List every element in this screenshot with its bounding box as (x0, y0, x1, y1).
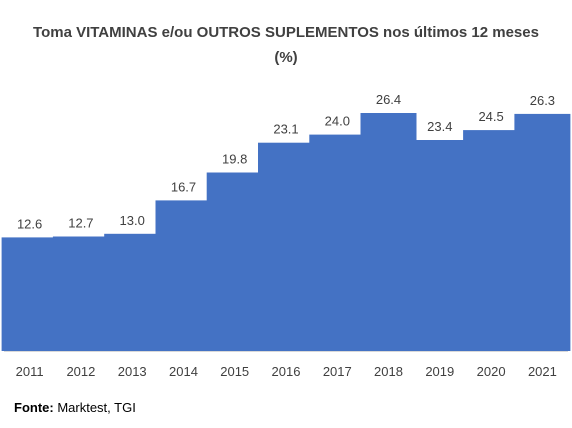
bar-2016 (258, 142, 314, 351)
data-label-2013: 13.0 (120, 213, 145, 228)
data-label-2018: 26.4 (376, 92, 401, 107)
bar-2018 (360, 113, 417, 351)
data-label-2019: 23.4 (427, 119, 452, 134)
x-tick-label-2019: 2019 (425, 364, 454, 379)
data-label-2011: 12.6 (17, 216, 42, 231)
x-tick-label-2011: 2011 (16, 364, 44, 379)
x-tick-label-2017: 2017 (323, 364, 352, 379)
x-tick-label-2014: 2014 (169, 364, 198, 379)
bar-2019 (411, 140, 468, 351)
x-tick-label-2016: 2016 (272, 364, 301, 379)
x-tick-label-2015: 2015 (220, 364, 249, 379)
x-tick-label-2013: 2013 (118, 364, 147, 379)
data-label-2017: 24.0 (325, 114, 350, 129)
data-label-2012: 12.7 (68, 216, 93, 231)
x-tick-label-2021: 2021 (528, 364, 557, 379)
bar-2020 (463, 130, 520, 351)
data-label-2014: 16.7 (171, 179, 196, 194)
bar-2021 (514, 113, 571, 352)
bar-2012 (52, 236, 109, 351)
data-label-2021: 26.3 (530, 93, 555, 108)
data-label-2015: 19.8 (222, 152, 247, 167)
x-tick-label-2018: 2018 (374, 364, 403, 379)
bar-2017 (309, 134, 366, 351)
data-label-2016: 23.1 (273, 122, 298, 137)
x-tick-label-2020: 2020 (477, 364, 506, 379)
bar-2011 (1, 237, 58, 351)
bar-2013 (104, 233, 161, 351)
source-label: Fonte: (14, 400, 54, 415)
data-label-2020: 24.5 (478, 109, 503, 124)
bar-2015 (206, 172, 263, 351)
bar-2014 (155, 200, 212, 351)
chart-title: Toma VITAMINAS e/ou OUTROS SUPLEMENTOS n… (33, 24, 539, 66)
source-text: Marktest, TGI (53, 400, 136, 415)
x-tick-label-2012: 2012 (66, 364, 95, 379)
source-note: Fonte: Marktest, TGI (14, 400, 136, 415)
